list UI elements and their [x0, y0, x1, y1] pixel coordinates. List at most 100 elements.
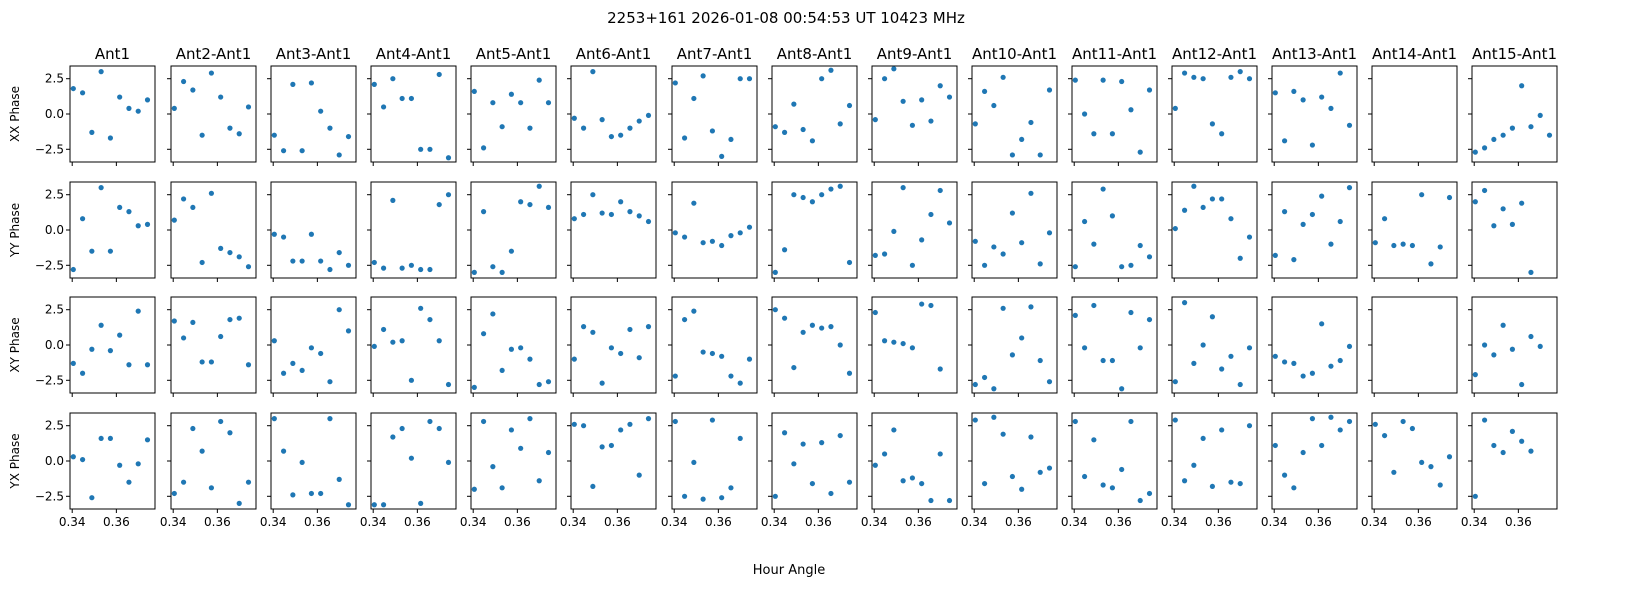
data-point	[937, 451, 943, 457]
data-point	[1419, 192, 1425, 198]
data-point	[691, 308, 697, 314]
data-point	[737, 76, 743, 82]
data-point	[490, 311, 496, 317]
data-point	[1500, 132, 1506, 138]
data-point	[144, 362, 151, 368]
data-point	[1046, 87, 1053, 93]
data-point	[436, 201, 442, 208]
column-title: Ant12-Ant1	[1172, 45, 1257, 63]
data-point	[991, 244, 997, 250]
data-point	[608, 442, 615, 449]
y-tick-label: 2.5	[45, 303, 64, 317]
data-point	[308, 490, 315, 497]
data-point	[719, 242, 725, 249]
data-point	[208, 70, 215, 76]
subplot-frame	[470, 412, 557, 510]
data-point	[709, 128, 716, 134]
y-tick-label: −2.5	[35, 258, 64, 272]
data-point	[1019, 486, 1025, 492]
data-point	[1100, 77, 1106, 83]
x-tick-label: 0.34	[861, 515, 888, 529]
data-point	[590, 329, 596, 335]
data-point	[900, 185, 906, 191]
data-point	[1337, 218, 1343, 225]
subplot-frame	[570, 296, 657, 394]
data-point	[180, 78, 187, 85]
data-point	[408, 455, 415, 461]
data-point	[1009, 352, 1016, 358]
data-point	[536, 183, 542, 189]
data-point	[1491, 442, 1497, 449]
subplot-frame	[1371, 65, 1458, 163]
data-point	[436, 338, 442, 344]
data-point	[737, 230, 743, 236]
data-point	[1128, 107, 1134, 113]
data-point	[1419, 459, 1425, 466]
data-point	[1119, 466, 1125, 473]
data-point	[937, 187, 943, 194]
data-point	[919, 97, 925, 103]
data-point	[672, 418, 678, 425]
data-point	[1272, 252, 1278, 259]
data-point	[772, 269, 778, 275]
data-point	[98, 322, 104, 328]
data-point	[144, 97, 151, 103]
data-point	[371, 259, 377, 266]
data-point	[709, 238, 716, 244]
data-point	[371, 502, 377, 508]
subplot-frame	[1271, 65, 1358, 163]
data-point	[1481, 187, 1488, 194]
subplot-grid: Ant1 Ant2-Ant1 Ant3-Ant1 Ant4-Ant1 Ant5-Ant1…	[8, 45, 1558, 529]
data-point	[709, 417, 716, 423]
subplot	[1268, 65, 1358, 166]
data-point	[218, 245, 224, 251]
subplot: 2.5 0.0 −2.5	[35, 296, 156, 397]
data-point	[208, 485, 215, 491]
data-point	[171, 105, 177, 111]
data-point	[909, 262, 916, 268]
data-point	[1372, 421, 1378, 427]
data-point	[1028, 119, 1034, 126]
data-point	[318, 350, 324, 357]
data-point	[608, 211, 615, 218]
data-point	[1246, 234, 1253, 240]
data-point	[427, 418, 433, 425]
subplot-frame	[570, 65, 657, 163]
data-point	[1109, 485, 1116, 491]
subplot-frame	[1171, 412, 1258, 510]
subplot: 0.34 0.36	[761, 412, 858, 529]
data-point	[1537, 112, 1543, 119]
data-point	[1481, 417, 1488, 423]
subplot-frame	[1171, 296, 1258, 394]
data-point	[1181, 478, 1188, 484]
data-point	[236, 131, 242, 137]
subplot: 0.34 0.36	[1461, 412, 1558, 529]
data-point	[1137, 242, 1143, 249]
data-point	[809, 199, 816, 205]
data-point	[245, 104, 252, 110]
data-point	[1428, 464, 1434, 470]
data-point	[837, 183, 843, 189]
data-point	[691, 459, 697, 466]
column-title: Ant9-Ant1	[877, 45, 952, 63]
data-point	[1446, 194, 1453, 201]
data-point	[1072, 312, 1078, 318]
data-point	[1500, 206, 1506, 212]
data-point	[399, 95, 405, 102]
data-point	[781, 315, 788, 321]
data-point	[800, 194, 806, 201]
subplot	[968, 296, 1058, 397]
subplot-frame	[1171, 65, 1258, 163]
subplot	[1068, 296, 1158, 397]
data-point	[1200, 342, 1206, 348]
data-point	[981, 480, 988, 487]
subplot	[367, 296, 457, 397]
data-point	[800, 441, 806, 447]
data-point	[390, 339, 396, 345]
data-point	[1300, 449, 1306, 456]
x-tick-label: 0.36	[604, 515, 631, 529]
subplot	[367, 181, 457, 282]
data-point	[1191, 462, 1197, 468]
data-point	[1200, 435, 1206, 442]
data-point	[991, 414, 997, 420]
